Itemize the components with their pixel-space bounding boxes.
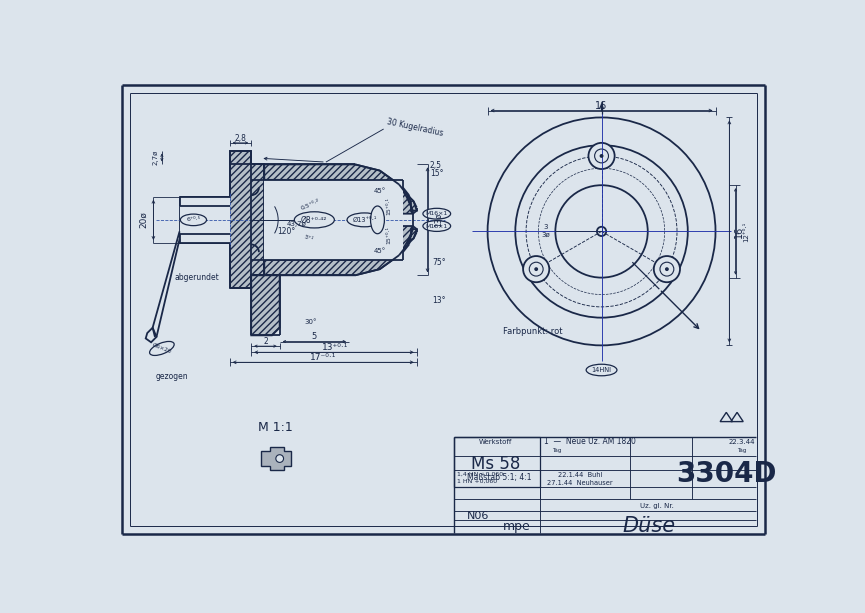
Ellipse shape <box>586 364 617 376</box>
Text: Ø8⁺⁰·⁴²: Ø8⁺⁰·⁴² <box>301 215 328 224</box>
Circle shape <box>654 256 680 282</box>
Text: 12⁺⁰·¹: 12⁺⁰·¹ <box>743 221 749 242</box>
Text: Uz. gl. Nr.: Uz. gl. Nr. <box>640 503 674 509</box>
Text: 3ø: 3ø <box>541 232 550 238</box>
Text: 2: 2 <box>264 337 268 346</box>
Text: 2,7ø: 2,7ø <box>153 150 158 165</box>
Circle shape <box>535 267 538 271</box>
Text: abgerundet: abgerundet <box>174 273 219 282</box>
Polygon shape <box>145 328 157 342</box>
Text: 14HNI: 14HNI <box>592 367 612 373</box>
Polygon shape <box>180 197 229 205</box>
Text: 16: 16 <box>734 226 744 237</box>
Text: M16×1: M16×1 <box>426 211 448 216</box>
Text: 13⁺⁰·¹: 13⁺⁰·¹ <box>322 343 349 352</box>
Polygon shape <box>265 164 413 214</box>
Text: 43,7ø: 43,7ø <box>286 221 306 227</box>
Polygon shape <box>180 206 229 234</box>
Text: Tag: Tag <box>737 448 746 454</box>
Text: M16×1: M16×1 <box>426 224 448 229</box>
Text: Ø13⁺⁰·¹: Ø13⁺⁰·¹ <box>352 217 376 223</box>
Polygon shape <box>265 180 413 260</box>
Text: 22.3.44: 22.3.44 <box>728 439 755 444</box>
Text: 15°: 15° <box>430 169 444 178</box>
Text: 13ø: 13ø <box>434 213 443 227</box>
Text: 30°: 30° <box>304 319 317 326</box>
Text: 6⁺⁰·⁵: 6⁺⁰·⁵ <box>187 218 201 223</box>
Text: 75°: 75° <box>432 257 445 267</box>
Circle shape <box>523 256 549 282</box>
Polygon shape <box>180 235 229 243</box>
Text: 1 HN +0,060: 1 HN +0,060 <box>457 479 497 484</box>
Ellipse shape <box>370 206 384 234</box>
Text: 13°: 13° <box>432 296 445 305</box>
Text: M 1:1: M 1:1 <box>259 421 293 434</box>
Text: 5⁺¹: 5⁺¹ <box>304 234 314 243</box>
Ellipse shape <box>347 213 381 227</box>
Circle shape <box>488 118 715 345</box>
Circle shape <box>276 455 284 462</box>
Polygon shape <box>407 229 417 245</box>
Circle shape <box>599 154 604 158</box>
Text: 5: 5 <box>311 332 317 341</box>
Text: 45°: 45° <box>374 188 386 194</box>
Text: 22.1.44  Buhl: 22.1.44 Buhl <box>558 472 602 478</box>
Text: N06: N06 <box>467 511 490 520</box>
Ellipse shape <box>181 214 207 226</box>
Text: 120°: 120° <box>277 227 295 236</box>
Text: 16: 16 <box>595 101 608 111</box>
Ellipse shape <box>294 211 335 228</box>
Text: Werkstoff: Werkstoff <box>478 439 512 444</box>
Text: gezogen: gezogen <box>156 371 189 381</box>
Text: 2,8: 2,8 <box>234 134 247 143</box>
Polygon shape <box>407 195 417 211</box>
Text: 15⁺⁰·¹: 15⁺⁰·¹ <box>387 197 392 215</box>
Text: mpe: mpe <box>503 520 531 533</box>
Polygon shape <box>180 205 229 235</box>
Text: Düse: Düse <box>623 516 676 536</box>
Polygon shape <box>251 275 279 335</box>
Text: 0,5⁺⁰·²: 0,5⁺⁰·² <box>300 198 321 211</box>
Ellipse shape <box>150 341 174 356</box>
Circle shape <box>665 267 669 271</box>
Ellipse shape <box>423 208 451 219</box>
Text: 27.1.44  Neuhauser: 27.1.44 Neuhauser <box>548 480 612 486</box>
Text: 1,4 HN +0,060: 1,4 HN +0,060 <box>457 471 503 476</box>
Text: 17⁻⁰·¹: 17⁻⁰·¹ <box>311 353 336 362</box>
Polygon shape <box>180 151 265 287</box>
Text: 45°: 45° <box>374 248 386 254</box>
Polygon shape <box>229 151 251 164</box>
Text: 1  —  Neue Uz. AM 1820: 1 — Neue Uz. AM 1820 <box>544 437 636 446</box>
Text: Farbpunkt: rot: Farbpunkt: rot <box>503 327 562 336</box>
Text: 30 Kugelradius: 30 Kugelradius <box>386 117 444 138</box>
Text: 3304D: 3304D <box>676 460 777 488</box>
Text: Ms 58: Ms 58 <box>471 455 520 473</box>
Text: Maßstab 5:1; 4:1: Maßstab 5:1; 4:1 <box>467 473 531 482</box>
Polygon shape <box>261 447 292 470</box>
Text: Ø6×20: Ø6×20 <box>151 342 172 355</box>
Polygon shape <box>265 226 413 275</box>
Ellipse shape <box>423 221 451 232</box>
Text: 2,5: 2,5 <box>430 161 442 170</box>
Text: Tag: Tag <box>552 448 561 454</box>
Text: 15⁺⁰·¹: 15⁺⁰·¹ <box>387 226 392 244</box>
Text: 20ø: 20ø <box>139 211 148 228</box>
Text: 3: 3 <box>544 224 548 230</box>
Circle shape <box>588 143 615 169</box>
